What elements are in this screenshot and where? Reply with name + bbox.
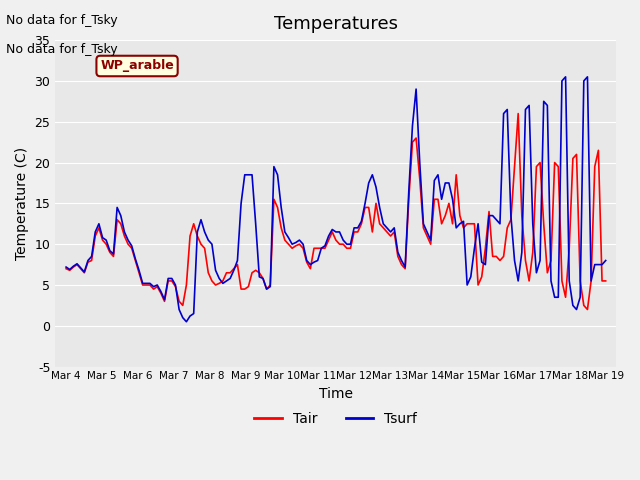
Title: Temperatures: Temperatures (274, 15, 398, 33)
Text: No data for f_Tsky: No data for f_Tsky (6, 14, 118, 27)
Tair (584, 307, 591, 312)
Tair (416, 176, 424, 182)
X-axis label: Time: Time (319, 387, 353, 401)
Tair (131, 258, 139, 264)
Tsurf (193, 229, 201, 235)
Tair (300, 245, 307, 251)
Text: No data for f_Tsky: No data for f_Tsky (6, 43, 118, 56)
Tsurf (182, 319, 190, 324)
Tair (602, 278, 609, 284)
Line: Tair: Tair (66, 114, 605, 310)
Tair (62, 266, 70, 272)
Tsurf (157, 288, 164, 294)
Tsurf (197, 217, 205, 223)
Tair (157, 290, 164, 296)
Tsurf (303, 258, 310, 264)
Tsurf (131, 256, 139, 262)
Tsurf (602, 258, 609, 264)
Y-axis label: Temperature (C): Temperature (C) (15, 147, 29, 260)
Text: WP_arable: WP_arable (100, 60, 174, 72)
Tsurf (562, 74, 570, 80)
Tair (193, 233, 201, 239)
Line: Tsurf: Tsurf (66, 77, 605, 322)
Tsurf (62, 264, 70, 270)
Tair (515, 111, 522, 117)
Tair (190, 221, 198, 227)
Legend: Tair, Tsurf: Tair, Tsurf (249, 407, 423, 432)
Tsurf (420, 221, 428, 227)
